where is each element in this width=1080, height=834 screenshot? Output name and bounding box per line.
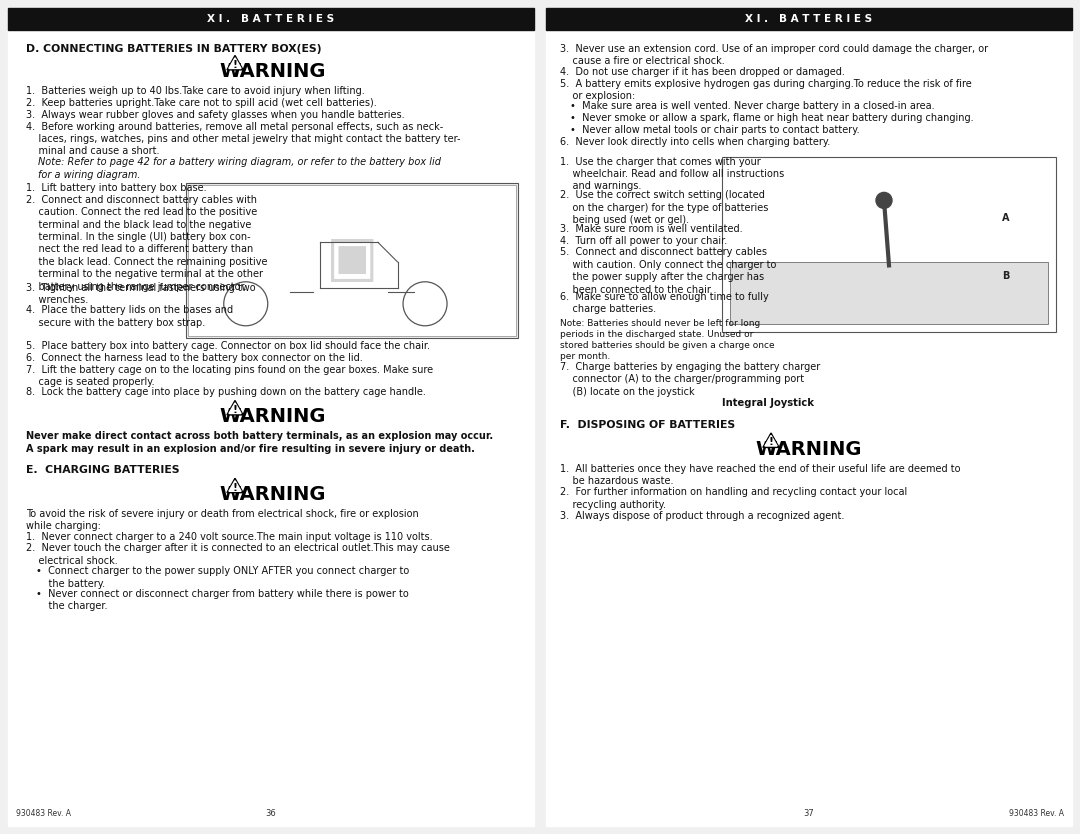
Polygon shape	[229, 58, 241, 68]
Text: 2.  Use the correct switch setting (located
    on the charger) for the type of : 2. Use the correct switch setting (locat…	[561, 190, 768, 225]
Text: •  Never connect or disconnect charger from battery while there is power to
    : • Never connect or disconnect charger fr…	[36, 589, 408, 611]
Text: X I .   B A T T E R I E S: X I . B A T T E R I E S	[745, 14, 873, 24]
Text: WARNING: WARNING	[219, 62, 326, 81]
Polygon shape	[765, 435, 778, 446]
Text: A spark may result in an explosion and/or fire resulting in severe injury or dea: A spark may result in an explosion and/o…	[26, 444, 475, 454]
Polygon shape	[762, 433, 779, 447]
Text: 6.  Connect the harness lead to the battery box connector on the lid.: 6. Connect the harness lead to the batte…	[26, 353, 363, 363]
Text: 1.  Batteries weigh up to 40 lbs.Take care to avoid injury when lifting.: 1. Batteries weigh up to 40 lbs.Take car…	[26, 86, 365, 96]
Text: D. CONNECTING BATTERIES IN BATTERY BOX(ES): D. CONNECTING BATTERIES IN BATTERY BOX(E…	[26, 44, 322, 54]
Text: 5.  Connect and disconnect battery cables
    with caution. Only connect the cha: 5. Connect and disconnect battery cables…	[561, 248, 777, 294]
Text: WARNING: WARNING	[756, 440, 862, 459]
Text: 7.  Charge batteries by engaging the battery charger
    connector (A) to the ch: 7. Charge batteries by engaging the batt…	[561, 362, 820, 397]
Text: !: !	[769, 437, 773, 447]
Text: F.  DISPOSING OF BATTERIES: F. DISPOSING OF BATTERIES	[561, 420, 735, 430]
Text: •  Connect charger to the power supply ONLY AFTER you connect charger to
    the: • Connect charger to the power supply ON…	[36, 566, 409, 589]
Text: 2.  Connect and disconnect battery cables with
    caution. Connect the red lead: 2. Connect and disconnect battery cables…	[26, 195, 268, 292]
Text: A: A	[1002, 213, 1010, 223]
Text: 3.  Tighten all the terminal fasteners using two
    wrenches.: 3. Tighten all the terminal fasteners us…	[26, 283, 256, 305]
Text: ▣: ▣	[326, 234, 378, 288]
Text: 4.  Turn off all power to your chair.: 4. Turn off all power to your chair.	[561, 235, 727, 245]
Text: 2.  For further information on handling and recycling contact your local
    rec: 2. For further information on handling a…	[561, 487, 907, 510]
Text: Integral Joystick: Integral Joystick	[723, 399, 814, 409]
Text: 1.  Never connect charger to a 240 volt source.The main input voltage is 110 vol: 1. Never connect charger to a 240 volt s…	[26, 531, 433, 541]
Text: 3.  Make sure room is well ventilated.: 3. Make sure room is well ventilated.	[561, 224, 743, 234]
Text: 5.  Place battery box into battery cage. Connector on box lid should face the ch: 5. Place battery box into battery cage. …	[26, 341, 430, 351]
Polygon shape	[227, 400, 243, 414]
Bar	[8, 8, 534, 30]
Text: 2.  Never touch the charger after it is connected to an electrical outlet.This m: 2. Never touch the charger after it is c…	[26, 544, 450, 566]
Text: 1.  Use the charger that comes with your
    wheelchair. Read and follow all ins: 1. Use the charger that comes with your …	[561, 157, 784, 192]
Text: 930483 Rev. A: 930483 Rev. A	[16, 809, 71, 818]
Polygon shape	[227, 55, 243, 70]
Polygon shape	[229, 480, 241, 491]
Circle shape	[876, 193, 892, 208]
Text: 3.  Never use an extension cord. Use of an improper cord could damage the charge: 3. Never use an extension cord. Use of a…	[561, 44, 988, 67]
Bar	[8, 8, 534, 826]
Text: 4.  Before working around batteries, remove all metal personal effects, such as : 4. Before working around batteries, remo…	[26, 122, 460, 157]
Bar	[188, 185, 516, 336]
Text: Never make direct contact across both battery terminals, as an explosion may occ: Never make direct contact across both ba…	[26, 431, 494, 441]
Text: 2.  Keep batteries upright.Take care not to spill acid (wet cell batteries).: 2. Keep batteries upright.Take care not …	[26, 98, 377, 108]
Text: 36: 36	[266, 809, 276, 818]
Text: !: !	[232, 483, 238, 493]
Text: Note: Refer to page 42 for a battery wiring diagram, or refer to the battery box: Note: Refer to page 42 for a battery wir…	[38, 157, 441, 179]
Text: 4.  Place the battery lids on the bases and
    secure with the battery box stra: 4. Place the battery lids on the bases a…	[26, 305, 233, 328]
Text: 930483 Rev. A: 930483 Rev. A	[1009, 809, 1064, 818]
Text: WARNING: WARNING	[219, 407, 326, 426]
Text: !: !	[232, 60, 238, 70]
Text: 3.  Always dispose of product through a recognized agent.: 3. Always dispose of product through a r…	[561, 511, 845, 521]
Bar	[546, 8, 1072, 826]
Text: 1.  Lift battery into battery box base.: 1. Lift battery into battery box base.	[26, 183, 206, 193]
Text: WARNING: WARNING	[219, 485, 326, 504]
Bar	[723, 157, 1056, 332]
Text: B: B	[1002, 271, 1010, 281]
Text: !: !	[232, 404, 238, 414]
Text: 6.  Make sure to allow enough time to fully
    charge batteries.: 6. Make sure to allow enough time to ful…	[561, 292, 769, 314]
Text: 37: 37	[804, 809, 814, 818]
Bar	[546, 8, 1072, 30]
Text: To avoid the risk of severe injury or death from electrical shock, fire or explo: To avoid the risk of severe injury or de…	[26, 509, 419, 531]
Text: 1.  All batteries once they have reached the end of their useful life are deemed: 1. All batteries once they have reached …	[561, 464, 960, 486]
Text: X I .   B A T T E R I E S: X I . B A T T E R I E S	[207, 14, 335, 24]
Bar	[186, 183, 518, 338]
Text: •  Never allow metal tools or chair parts to contact battery.: • Never allow metal tools or chair parts…	[570, 125, 860, 135]
Text: 8.  Lock the battery cage into place by pushing down on the battery cage handle.: 8. Lock the battery cage into place by p…	[26, 387, 426, 397]
Text: Note: Batteries should never be left for long
periods in the discharged state. U: Note: Batteries should never be left for…	[561, 319, 774, 361]
Text: 7.  Lift the battery cage on to the locating pins found on the gear boxes. Make : 7. Lift the battery cage on to the locat…	[26, 364, 433, 387]
Text: •  Never smoke or allow a spark, flame or high heat near battery during changing: • Never smoke or allow a spark, flame or…	[570, 113, 974, 123]
Text: •  Make sure area is well vented. Never charge battery in a closed-in area.: • Make sure area is well vented. Never c…	[570, 101, 934, 111]
Polygon shape	[227, 478, 243, 493]
Text: 5.  A battery emits explosive hydrogen gas during charging.To reduce the risk of: 5. A battery emits explosive hydrogen ga…	[561, 78, 972, 101]
Polygon shape	[229, 403, 241, 414]
Bar	[730, 263, 1048, 324]
Text: 3.  Always wear rubber gloves and safety glasses when you handle batteries.: 3. Always wear rubber gloves and safety …	[26, 110, 405, 120]
Text: 6.  Never look directly into cells when charging battery.: 6. Never look directly into cells when c…	[561, 137, 831, 147]
Text: E.  CHARGING BATTERIES: E. CHARGING BATTERIES	[26, 465, 179, 475]
Text: 4.  Do not use charger if it has been dropped or damaged.: 4. Do not use charger if it has been dro…	[561, 67, 845, 77]
